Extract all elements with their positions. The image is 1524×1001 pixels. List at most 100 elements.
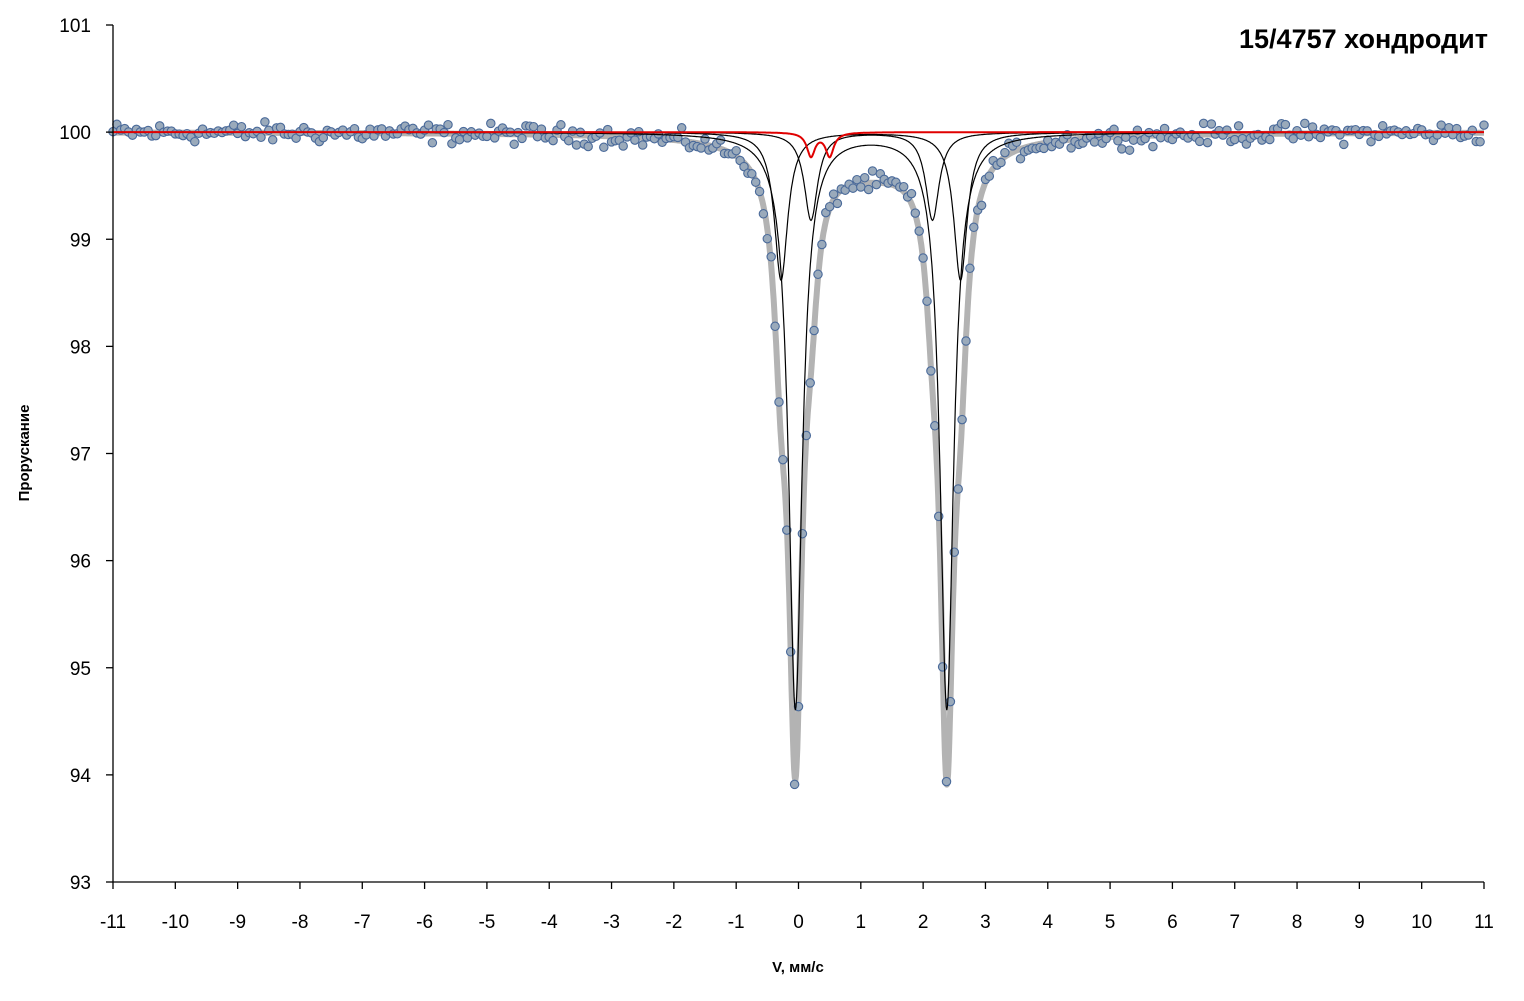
x-tick-label: -10 (162, 912, 189, 933)
data-point (1479, 120, 1489, 130)
data-point (1000, 147, 1010, 158)
y-tick-label: 99 (70, 230, 91, 251)
data-point (1229, 134, 1240, 145)
data-point (762, 233, 773, 244)
data-point (1475, 137, 1485, 147)
data-point (264, 125, 274, 136)
y-tick-label: 100 (59, 123, 91, 144)
component-line-4 (113, 131, 1484, 159)
data-point (1113, 136, 1123, 146)
data-point (1039, 143, 1049, 154)
data-point (1374, 131, 1384, 142)
data-point (318, 132, 329, 143)
x-tick-label: -8 (292, 912, 309, 933)
data-point (813, 269, 823, 280)
data-point (941, 776, 952, 787)
data-point (482, 131, 492, 142)
data-point (984, 171, 995, 181)
data-point (267, 135, 278, 145)
data-point (930, 421, 940, 431)
x-tick-label: 0 (793, 912, 804, 933)
x-tick-label: 2 (918, 912, 929, 933)
data-point (906, 188, 917, 199)
data-point (953, 484, 963, 494)
data-point (1155, 132, 1166, 143)
x-tick-label: 8 (1292, 912, 1303, 933)
data-point (1288, 134, 1298, 144)
y-tick-label: 96 (70, 552, 91, 573)
data-point (696, 143, 706, 153)
data-point (454, 134, 465, 145)
data-point (486, 118, 496, 129)
data-point (427, 138, 438, 148)
data-point (969, 222, 979, 233)
component-line-2 (113, 131, 1484, 711)
data-point (801, 430, 812, 441)
data-point (824, 201, 835, 212)
data-point (782, 525, 792, 535)
data-point (832, 198, 843, 209)
data-point (863, 184, 874, 195)
data-point (922, 296, 932, 306)
x-tick-label: 9 (1354, 912, 1365, 933)
data-point (848, 183, 858, 193)
x-tick-label: 1 (856, 912, 867, 933)
data-point (817, 239, 827, 250)
y-tick-label: 94 (70, 766, 92, 787)
data-point (1206, 119, 1217, 129)
data-point (190, 136, 200, 147)
data-point (747, 169, 757, 179)
y-axis-label: Прорускание (16, 405, 33, 502)
y-tick-label: 97 (70, 445, 91, 466)
data-point (1128, 135, 1139, 145)
data-point (754, 186, 765, 197)
data-point (770, 321, 780, 332)
data-point (1377, 121, 1388, 131)
data-point (961, 336, 971, 346)
data-point (1436, 120, 1446, 130)
data-point (898, 181, 909, 192)
data-point (563, 135, 574, 146)
data-point (1117, 144, 1127, 154)
data-point (867, 166, 878, 176)
data-point (828, 189, 839, 199)
envelope-layer (110, 129, 1487, 788)
data-point (423, 120, 434, 130)
data-point (731, 145, 741, 156)
x-tick-label: 7 (1229, 912, 1240, 933)
data-point (856, 182, 866, 192)
y-tick-label: 95 (70, 659, 91, 680)
data-point (926, 366, 936, 376)
data-point (914, 226, 924, 236)
data-point (260, 117, 270, 127)
data-point (673, 132, 683, 143)
x-tick-label: -2 (665, 912, 682, 933)
data-point (1198, 118, 1209, 129)
data-point (996, 157, 1006, 168)
y-tick-label: 98 (70, 337, 91, 358)
x-tick-label: -7 (354, 912, 371, 933)
x-tick-label: 3 (980, 912, 991, 933)
chart-title: 15/4757 хондродит (1239, 24, 1488, 54)
data-point (532, 131, 543, 142)
data-point (1300, 118, 1310, 129)
y-tick-label: 93 (70, 873, 91, 894)
data-point (785, 647, 796, 657)
data-point (256, 132, 266, 143)
x-tick-label: -9 (229, 912, 246, 933)
x-tick-label: -3 (603, 912, 620, 933)
data-point (599, 142, 609, 153)
data-point (758, 209, 769, 219)
data-point (1303, 132, 1314, 142)
data-point (630, 135, 640, 145)
data-point (918, 253, 928, 263)
data-point (1124, 145, 1135, 155)
data-point (228, 120, 239, 130)
data-point (1120, 132, 1131, 143)
data-point (556, 120, 566, 130)
data-point (1194, 136, 1205, 147)
data-point (910, 208, 921, 218)
data-point (700, 134, 710, 144)
